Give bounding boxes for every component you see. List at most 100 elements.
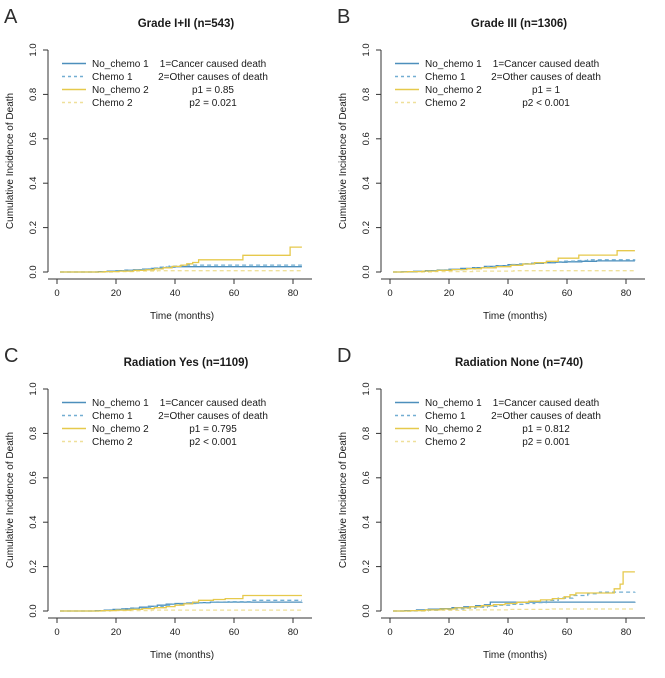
p-value-note: p1 = 0.85 [192, 85, 234, 96]
y-tick-label: 0.4 [28, 516, 39, 529]
series-curve-no-chemo-2 [393, 250, 635, 273]
death-cause-code-note: 2=Other causes of death [158, 72, 268, 83]
panel-letter: C [4, 345, 18, 367]
legend-label: Chemo 2 [92, 98, 133, 109]
x-tick-label: 80 [621, 288, 632, 299]
y-tick-label: 0.2 [361, 221, 372, 234]
x-axis-label: Time (months) [483, 311, 547, 322]
legend-label: No_chemo 1 [425, 59, 482, 70]
series-curve-chemo-2 [60, 270, 302, 273]
legend-label: Chemo 1 [92, 72, 133, 83]
y-tick-label: 0.6 [28, 132, 39, 145]
chart-title: Grade I+II (n=543) [138, 18, 235, 30]
chart-svg: D Radiation None (n=740) 0.0 0.2 0.4 0.6 0.8 1.… [337, 345, 645, 661]
death-cause-code-note: 1=Cancer caused death [493, 59, 599, 70]
p-value-note: p2 = 0.001 [522, 437, 570, 448]
y-tick-label: 0.0 [28, 265, 39, 278]
series-curve-chemo-1 [60, 264, 302, 273]
y-tick-label: 0.8 [361, 88, 372, 101]
death-cause-code-note: 2=Other causes of death [158, 411, 268, 422]
y-tick-label: 0.0 [361, 265, 372, 278]
y-axis-label: Cumulative Incidence of Death [338, 432, 349, 568]
legend-label: Chemo 1 [425, 72, 466, 83]
y-tick-label: 0.6 [361, 132, 372, 145]
x-axis-label: Time (months) [150, 311, 214, 322]
chart-svg: C Radiation Yes (n=1109) 0.0 0.2 0.4 0.6 0.8 1.… [4, 345, 312, 661]
series-curve-chemo-2 [393, 270, 636, 273]
x-tick-label: 0 [54, 627, 59, 638]
legend-label: No_chemo 2 [92, 424, 149, 435]
y-tick-label: 0.4 [28, 177, 39, 190]
x-tick-label: 60 [562, 627, 573, 638]
panel-letter: A [4, 6, 18, 28]
x-tick-label: 40 [503, 288, 514, 299]
y-tick-label: 1.0 [28, 43, 39, 56]
legend-label: Chemo 2 [425, 98, 466, 109]
p-value-note: p1 = 0.812 [522, 424, 570, 435]
x-tick-label: 20 [111, 288, 122, 299]
y-tick-label: 0.6 [361, 471, 372, 484]
chart-title: Radiation Yes (n=1109) [124, 357, 249, 369]
x-tick-label: 0 [387, 288, 392, 299]
panel-radiation-none: D Radiation None (n=740) 0.0 0.2 0.4 0.6 0.8 1.… [333, 339, 665, 678]
y-tick-label: 1.0 [28, 382, 39, 395]
legend-label: No_chemo 1 [92, 59, 149, 70]
x-tick-label: 40 [170, 288, 181, 299]
x-tick-label: 60 [229, 627, 240, 638]
panel-grade-1-2: A Grade I+II (n=543) 0.0 0.2 0.4 0.6 0.8 1.0 0 20… [0, 0, 332, 339]
x-tick-label: 80 [621, 627, 632, 638]
death-cause-code-note: 1=Cancer caused death [493, 398, 599, 409]
y-tick-label: 0.4 [361, 177, 372, 190]
x-tick-label: 0 [54, 288, 59, 299]
y-axis-label: Cumulative Incidence of Death [5, 93, 16, 229]
chart-title: Radiation None (n=740) [455, 357, 583, 369]
series-curve-no-chemo-2 [60, 246, 302, 273]
legend-label: No_chemo 1 [92, 398, 149, 409]
x-tick-label: 20 [111, 627, 122, 638]
p-value-note: p1 = 1 [532, 85, 561, 96]
x-tick-label: 80 [288, 627, 299, 638]
y-tick-label: 0.2 [28, 221, 39, 234]
series-curve-no-chemo-2 [60, 594, 302, 612]
x-tick-label: 60 [562, 288, 573, 299]
p-value-note: p2 = 0.021 [189, 98, 237, 109]
p-value-note: p2 < 0.001 [189, 437, 237, 448]
chart-title: Grade III (n=1306) [471, 18, 567, 30]
x-tick-label: 20 [444, 288, 455, 299]
x-tick-label: 60 [229, 288, 240, 299]
y-tick-label: 0.8 [361, 427, 372, 440]
x-tick-label: 40 [503, 627, 514, 638]
y-tick-label: 0.2 [28, 560, 39, 573]
legend-label: No_chemo 2 [425, 424, 482, 435]
legend-label: Chemo 1 [425, 411, 466, 422]
x-tick-label: 0 [387, 627, 392, 638]
series-curve-no-chemo-2 [393, 571, 635, 612]
legend-label: No_chemo 2 [92, 85, 149, 96]
y-tick-label: 0.2 [361, 560, 372, 573]
y-tick-label: 0.4 [361, 516, 372, 529]
x-tick-label: 40 [170, 627, 181, 638]
y-tick-label: 0.8 [28, 88, 39, 101]
x-axis-label: Time (months) [150, 650, 214, 661]
x-tick-label: 20 [444, 627, 455, 638]
p-value-note: p2 < 0.001 [522, 98, 570, 109]
y-axis-label: Cumulative Incidence of Death [338, 93, 349, 229]
p-value-note: p1 = 0.795 [189, 424, 237, 435]
legend-label: Chemo 1 [92, 411, 133, 422]
y-tick-label: 1.0 [361, 382, 372, 395]
x-tick-label: 80 [288, 288, 299, 299]
panel-letter: B [337, 6, 350, 28]
panel-radiation-yes: C Radiation Yes (n=1109) 0.0 0.2 0.4 0.6 0.8 1.… [0, 339, 332, 678]
death-cause-code-note: 1=Cancer caused death [160, 398, 266, 409]
panel-grade-3: B Grade III (n=1306) 0.0 0.2 0.4 0.6 0.8 1.0 0 20… [333, 0, 665, 339]
panel-letter: D [337, 345, 351, 367]
death-cause-code-note: 2=Other causes of death [491, 72, 601, 83]
legend-label: No_chemo 2 [425, 85, 482, 96]
chart-svg: A Grade I+II (n=543) 0.0 0.2 0.4 0.6 0.8 1.0 0 20… [4, 6, 312, 322]
death-cause-code-note: 2=Other causes of death [491, 411, 601, 422]
y-tick-label: 0.8 [28, 427, 39, 440]
legend-label: Chemo 2 [92, 437, 133, 448]
chart-svg: B Grade III (n=1306) 0.0 0.2 0.4 0.6 0.8 1.0 0 20… [337, 6, 645, 322]
legend-label: No_chemo 1 [425, 398, 482, 409]
